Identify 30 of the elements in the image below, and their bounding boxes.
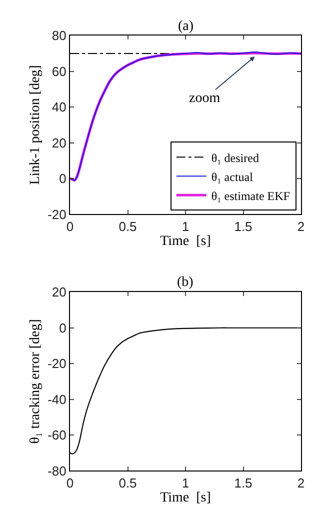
y-tick-label: -20 <box>48 356 66 372</box>
legend-label: θ₁ desired <box>211 150 259 165</box>
y-tick-label: 80 <box>52 28 66 44</box>
chart-title: (b) <box>177 275 194 290</box>
x-axis-title: Time [s] <box>160 234 211 250</box>
y-axis-title: θ₁ tracking error [deg] <box>28 319 44 444</box>
x-tick-label: 1 <box>182 475 190 490</box>
x-tick-label: 0.5 <box>118 218 137 234</box>
y-tick-label: 0 <box>59 320 66 336</box>
x-tick-label: 0.5 <box>118 475 137 490</box>
y-tick-label: 0 <box>59 171 66 186</box>
annotation: zoom <box>189 91 220 106</box>
x-tick-label: 1.5 <box>234 475 252 490</box>
x-tick-label: 2 <box>297 218 305 234</box>
y-tick-label: -60 <box>48 428 66 443</box>
legend-label: θ₁ estimate EKF <box>211 188 290 203</box>
legend-label: θ₁ actual <box>211 170 254 184</box>
y-tick-label: 60 <box>52 64 66 79</box>
y-tick-label: 40 <box>52 100 66 115</box>
y-tick-label: -40 <box>48 392 66 407</box>
y-tick-label: 20 <box>52 284 66 300</box>
y-tick-label: 20 <box>52 135 66 150</box>
y-tick-label: -20 <box>48 206 66 222</box>
x-tick-label: 1 <box>182 218 190 234</box>
y-tick-label: -80 <box>48 463 66 478</box>
x-axis-title: Time [s] <box>160 490 211 506</box>
x-tick-label: 1.5 <box>234 218 252 234</box>
x-tick-label: 2 <box>297 475 305 490</box>
chart-title: (a) <box>178 19 194 34</box>
y-axis-title: Link-1 position [deg] <box>28 65 44 185</box>
